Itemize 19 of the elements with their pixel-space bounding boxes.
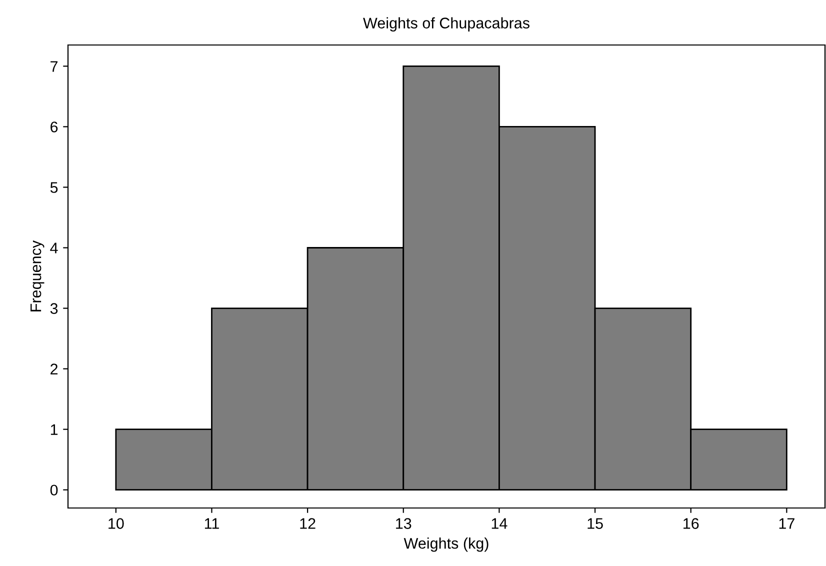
x-tick-label: 11: [204, 518, 219, 529]
x-tick-label: 17: [779, 518, 794, 529]
chart-title: Weights of Chupacabras: [363, 17, 530, 32]
x-tick-label: 10: [108, 518, 124, 529]
y-tick-label: 4: [50, 242, 58, 254]
y-tick-label: 5: [50, 182, 58, 193]
x-axis-title: Weights (kg): [404, 538, 488, 552]
y-tick-label: 7: [50, 61, 58, 72]
x-tick-label: 16: [684, 518, 699, 529]
y-tick-label: 6: [50, 122, 58, 132]
x-tick-label: 12: [300, 518, 316, 529]
y-tick-label: 2: [50, 364, 58, 374]
y-tick-label: 1: [50, 424, 58, 435]
x-tick-label: 13: [396, 518, 412, 529]
x-tick-label: 15: [588, 518, 603, 529]
y-tick-label: 0: [50, 484, 58, 496]
y-axis-title: Frequency: [30, 240, 44, 312]
y-tick-label: 3: [50, 303, 58, 314]
x-tick-label: 14: [492, 518, 508, 529]
